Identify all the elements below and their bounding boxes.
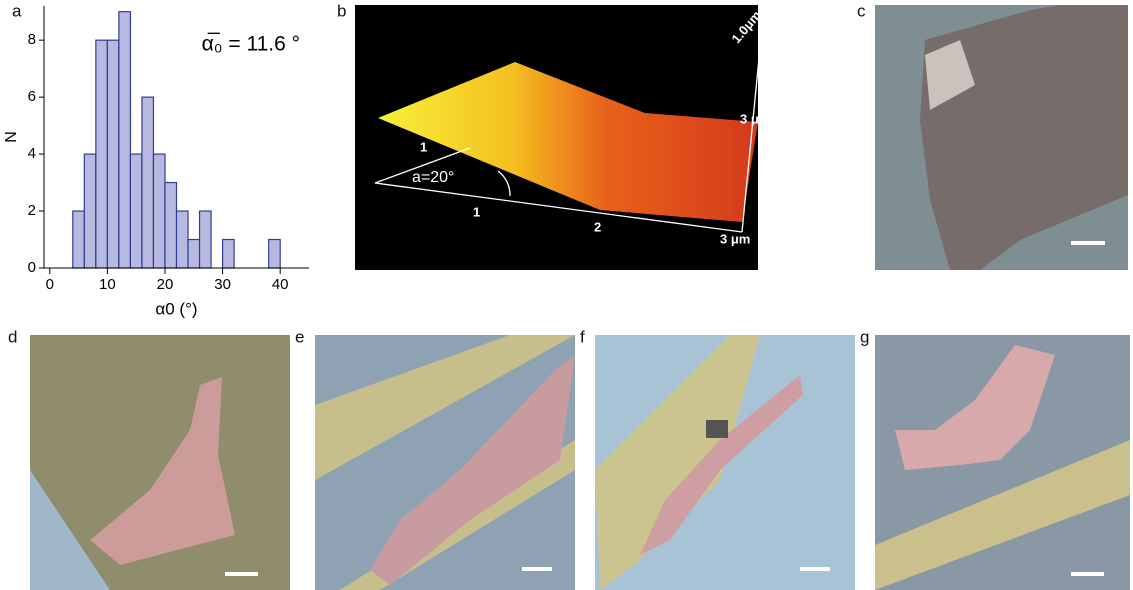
surface-axis-label: 2 (594, 219, 601, 234)
bar (268, 238, 281, 269)
surface-axis-label: 1 (762, 174, 769, 189)
bar (164, 181, 178, 269)
bar (198, 210, 212, 269)
sem-image (875, 5, 1128, 270)
surface-axis-label: 0.5 (761, 75, 783, 98)
annotation: α̅₀ = 11.6 ° (202, 33, 300, 56)
x-tick-label: 10 (99, 276, 116, 293)
y-tick-label: 4 (28, 145, 36, 162)
bar (95, 39, 108, 269)
panel-letter: a (12, 1, 22, 20)
y-axis-label: N (3, 131, 20, 143)
panel-letter: e (295, 327, 304, 346)
y-tick-label: 2 (28, 202, 36, 219)
bar (106, 39, 120, 269)
sem-image (315, 335, 575, 590)
x-tick-label: 20 (157, 276, 174, 293)
bar (72, 210, 85, 269)
x-tick-label: 30 (214, 276, 231, 293)
x-tick-label: 0 (46, 276, 54, 293)
panel-letter: d (8, 327, 17, 346)
bar (152, 153, 166, 269)
panel-letter: c (857, 1, 866, 20)
surface-axis-label: a=20° (412, 169, 454, 186)
bar (187, 238, 201, 269)
bar (83, 153, 97, 269)
y-tick-label: 0 (28, 259, 36, 276)
surface-axis-label: 3 μm (720, 231, 750, 246)
y-tick-label: 6 (28, 88, 36, 105)
bar (141, 96, 155, 269)
sem-image (875, 335, 1130, 590)
panel-letter: b (337, 1, 346, 20)
surface-plot (355, 5, 761, 270)
y-tick-label: 8 (28, 31, 36, 48)
surface-axis-label: 2 (762, 138, 769, 153)
bar (129, 153, 143, 269)
bar (175, 210, 189, 269)
x-tick-label: 40 (272, 276, 289, 293)
panel-letter: g (860, 327, 869, 346)
panel-letter: f (580, 327, 585, 346)
sem-image (595, 335, 855, 590)
surface-axis-label: 1 (473, 204, 480, 219)
bar (221, 238, 235, 269)
surface-axis-label: 3 μm (740, 111, 770, 126)
sem-image (30, 335, 290, 590)
bar (118, 11, 132, 269)
x-axis-label: α0 (°) (155, 299, 197, 318)
surface-axis-label: 1 (420, 139, 427, 154)
